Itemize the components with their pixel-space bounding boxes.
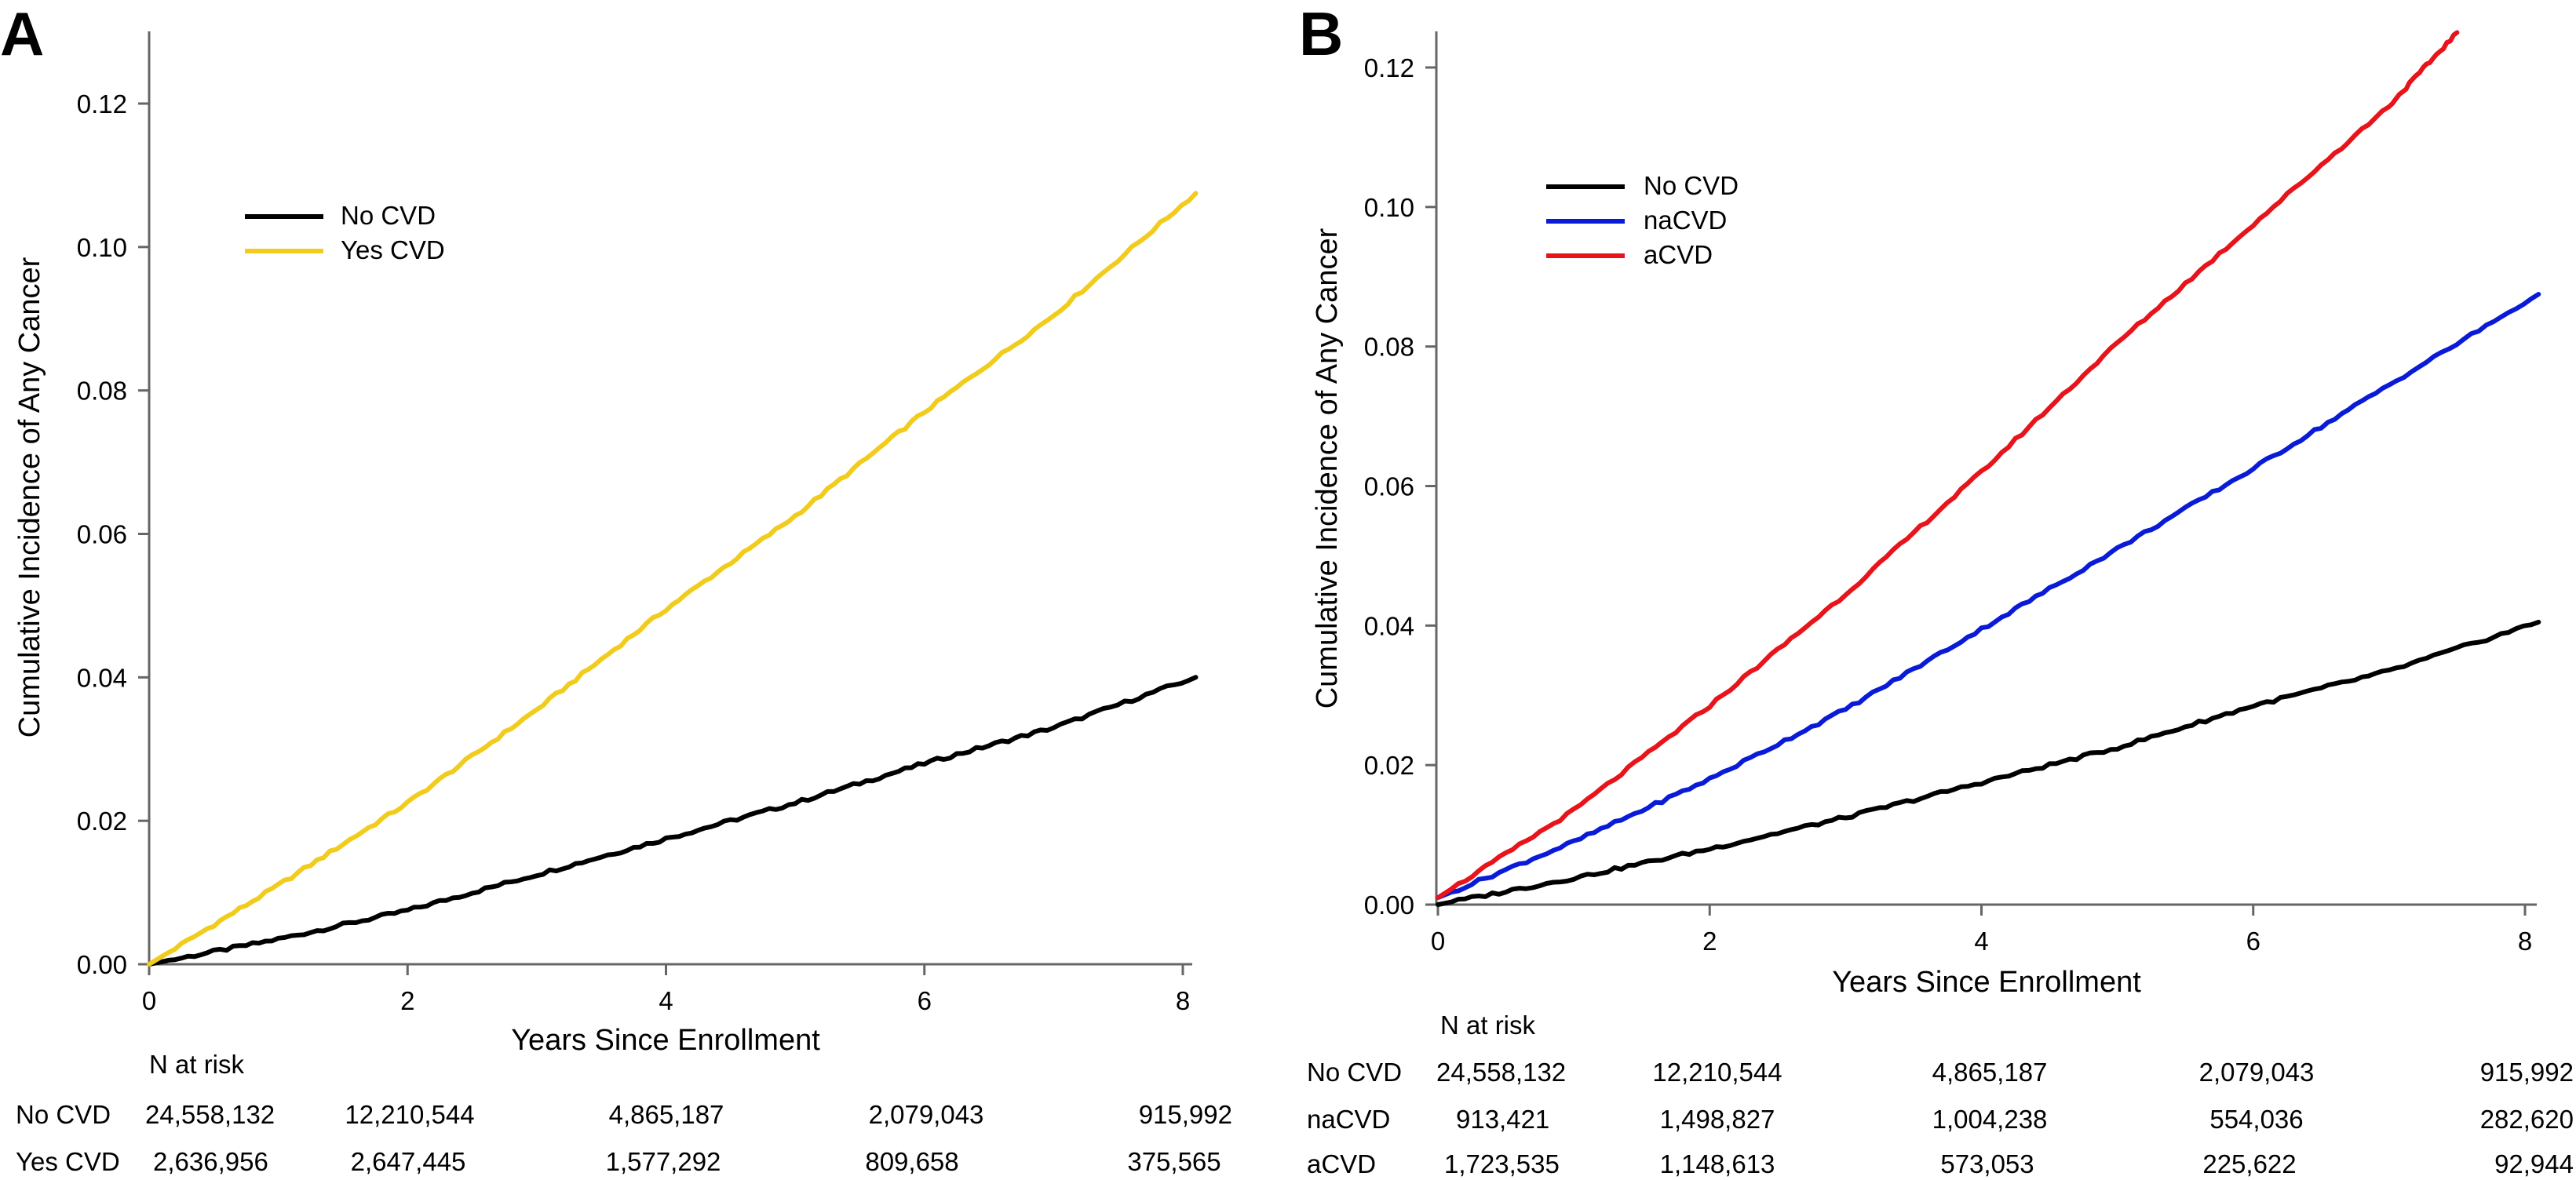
- panel-a-y-tick-label: 0.06: [77, 520, 127, 549]
- risk-cell: 24,558,132: [145, 1100, 275, 1129]
- panel-a-x-tick-label: 4: [659, 986, 673, 1015]
- risk-cell: 225,622: [2202, 1149, 2296, 1178]
- panel-a-letter: A: [0, 0, 44, 68]
- risk-cell: 92,944: [2494, 1149, 2574, 1178]
- panel-a-y-tick-label: 0.00: [77, 950, 127, 979]
- risk-cell: 375,565: [1127, 1147, 1220, 1176]
- panel-b-x-tick-label: 6: [2246, 927, 2260, 956]
- risk-cell: 12,210,544: [345, 1100, 474, 1129]
- legend-label-no-cvd: No CVD: [341, 201, 436, 230]
- panel-b-x-tick-label: 4: [1974, 927, 1988, 956]
- panel-a-risk-table: N at risk No CVD 24,558,132 12,210,544 4…: [16, 1050, 1232, 1176]
- panel-a-x-tick-label: 2: [400, 986, 414, 1015]
- risk-table-header: N at risk: [149, 1050, 245, 1079]
- panel-a-x-ticks: 0 2 4 6 8: [142, 964, 1190, 1015]
- risk-row-label: aCVD: [1307, 1149, 1376, 1178]
- risk-cell: 1,148,613: [1660, 1149, 1775, 1178]
- legend-label-nacvd: naCVD: [1644, 206, 1727, 235]
- panel-a-y-tick-label: 0.08: [77, 377, 127, 406]
- panel-a-y-axis-title: Cumulative Incidence of Any Cancer: [13, 257, 46, 738]
- risk-cell: 24,558,132: [1436, 1058, 1566, 1087]
- risk-cell: 2,079,043: [2199, 1058, 2315, 1087]
- panel-b-y-tick-label: 0.10: [1364, 193, 1414, 222]
- panel-b-y-ticks: 0.00 0.02 0.04 0.06 0.08 0.10 0.12: [1364, 53, 1436, 920]
- risk-cell: 915,992: [2480, 1058, 2574, 1087]
- panel-a-series: [147, 191, 1199, 967]
- risk-cell: 1,004,238: [1932, 1105, 2048, 1134]
- panel-b-y-tick-label: 0.12: [1364, 53, 1414, 82]
- risk-cell: 573,053: [1940, 1149, 2034, 1178]
- panel-b-y-tick-label: 0.02: [1364, 751, 1414, 780]
- panel-a-x-axis-title: Years Since Enrollment: [511, 1024, 820, 1057]
- panel-b-letter: B: [1299, 0, 1343, 68]
- panel-b-legend: No CVD naCVD aCVD: [1546, 171, 1739, 269]
- legend-label-acvd: aCVD: [1644, 240, 1713, 269]
- panel-b-y-tick-label: 0.00: [1364, 890, 1414, 920]
- legend-label-no-cvd: No CVD: [1644, 171, 1739, 200]
- risk-row-label: No CVD: [1307, 1058, 1402, 1087]
- risk-cell: 809,658: [865, 1147, 958, 1176]
- panel-a-y-tick-label: 0.02: [77, 807, 127, 836]
- panel-b-series-acvd: [1436, 30, 2460, 901]
- panel-a-x-tick-label: 0: [142, 986, 156, 1015]
- panel-b-x-axis-title: Years Since Enrollment: [1832, 966, 2141, 999]
- panel-a-y-tick-label: 0.04: [77, 663, 127, 692]
- panel-b-series-nacvd: [1436, 292, 2541, 901]
- risk-cell: 1,723,535: [1444, 1149, 1560, 1178]
- panel-a-y-tick-label: 0.10: [77, 233, 127, 262]
- panel-b-risk-table: N at risk No CVD 24,558,132 12,210,544 4…: [1307, 1011, 2574, 1178]
- risk-cell: 282,620: [2480, 1105, 2574, 1134]
- panel-a-y-tick-label: 0.12: [77, 89, 127, 118]
- legend-label-yes-cvd: Yes CVD: [341, 235, 445, 264]
- panel-b-series-no-cvd: [1436, 619, 2541, 907]
- risk-cell: 1,498,827: [1660, 1105, 1775, 1134]
- risk-cell: 2,079,043: [869, 1100, 984, 1129]
- panel-a-y-ticks: 0.00 0.02 0.04 0.06 0.08 0.10 0.12: [77, 89, 149, 979]
- risk-cell: 1,577,292: [606, 1147, 721, 1176]
- risk-cell: 4,865,187: [609, 1100, 724, 1129]
- risk-cell: 2,647,445: [351, 1147, 466, 1176]
- risk-table-header: N at risk: [1440, 1011, 1536, 1040]
- panel-a: A 0.00 0.02 0.04 0.06 0.08 0.10 0.12 0 2 4 6 8 Cum…: [0, 0, 1232, 1176]
- panel-b-series: [1436, 30, 2541, 907]
- panel-a-series-no-cvd: [147, 675, 1199, 967]
- panel-b-x-tick-label: 0: [1431, 927, 1445, 956]
- panel-b-y-tick-label: 0.04: [1364, 611, 1414, 640]
- panel-a-legend: No CVD Yes CVD: [245, 201, 445, 264]
- panel-b-x-ticks: 0 2 4 6 8: [1431, 905, 2532, 956]
- panel-b-y-axis-title: Cumulative Incidence of Any Cancer: [1311, 228, 1344, 708]
- panel-a-x-tick-label: 6: [918, 986, 932, 1015]
- panel-b-x-tick-label: 2: [1702, 927, 1717, 956]
- risk-cell: 913,421: [1456, 1105, 1549, 1134]
- risk-cell: 12,210,544: [1652, 1058, 1782, 1087]
- risk-cell: 554,036: [2209, 1105, 2303, 1134]
- panel-b: B 0.00 0.02 0.04 0.06 0.08 0.10 0.12 0 2 4 6 8 Cum…: [1299, 0, 2574, 1178]
- risk-cell: 2,636,956: [153, 1147, 268, 1176]
- panel-b-x-tick-label: 8: [2518, 927, 2532, 956]
- risk-cell: 915,992: [1139, 1100, 1232, 1129]
- risk-row-label: naCVD: [1307, 1105, 1390, 1134]
- panel-a-x-tick-label: 8: [1176, 986, 1190, 1015]
- panel-b-y-tick-label: 0.06: [1364, 472, 1414, 501]
- risk-row-label: Yes CVD: [16, 1147, 120, 1176]
- panel-a-series-yes-cvd: [147, 191, 1199, 967]
- panel-b-y-tick-label: 0.08: [1364, 333, 1414, 362]
- risk-cell: 4,865,187: [1932, 1058, 2048, 1087]
- risk-row-label: No CVD: [16, 1100, 111, 1129]
